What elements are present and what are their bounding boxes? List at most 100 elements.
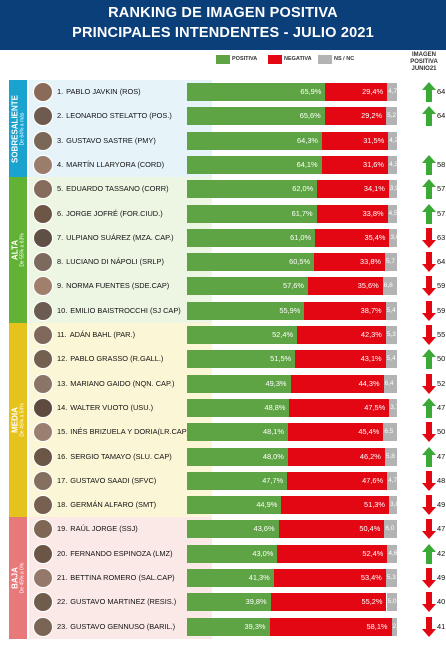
avatar [33,495,53,516]
mayor-name-text: WALTER VUOTO (USU.) [70,402,154,412]
nsnc-bar [387,155,397,174]
rank-number: 10. [57,305,68,315]
positive-value: 52,4% [272,330,294,339]
negative-value: 43,1% [360,354,382,364]
mayor-name: 13. MARIANO GAIDO (NQN. CAP.) [57,373,174,395]
negative-value: 46,2% [359,451,381,461]
band-name: MEDIA [10,407,20,434]
rank-number: 7. [57,232,64,242]
mayor-name: 3. GUSTAVO SASTRE (PMY) [57,130,156,152]
negative-value: 51,3% [364,500,385,510]
negative-bar [304,301,386,320]
legend-negative-label: NEGATIVA [284,56,312,62]
mayor-name-text: JORGE JOFRÉ (FOR.CIUD.) [66,208,163,218]
trend-down-icon [422,616,436,637]
mayor-name-text: ADÁN BAHL (PAR.) [69,330,136,339]
trend-down-icon [422,227,436,248]
june-value: 48,7% [437,475,446,485]
positive-bar [187,374,291,393]
row-label: 12. PABLO GRASSO (R.GALL.) [31,348,209,370]
negative-bar [297,326,386,344]
avatar [33,397,53,418]
negative-bar [287,447,385,466]
ranking-row: 1.PABLO JAVKIN (ROS) 65,9% 29,4% 4,7 64,… [31,81,446,103]
mayor-name-text: MARTÍN LLARYORA (CORD) [66,159,165,169]
nsnc-value: 4,5 [388,209,398,217]
nsnc-bar [385,301,397,320]
negative-bar [287,471,388,490]
rank-number: 1. [57,87,64,96]
negative-bar [270,593,387,612]
positive-value: 62,0% [292,184,314,194]
positive-value: 64,3% [297,135,319,145]
row-label: 8. LUCIANO DI NÁPOLI (SRLP) [31,251,209,273]
negative-bar [307,277,383,296]
nsnc-value: 5,4 [386,306,396,314]
band-sobresaliente: SOBRESALIENTE De 64% a más [9,80,29,178]
ranking-row: 6. JORGE JOFRÉ (FOR.CIUD.) 61,7% 33,8% 4,… [31,203,446,225]
ranking-row: 17. GUSTAVO SAADI (SFVC) 47,7% 47,6% 4,7 … [31,470,446,492]
avatar [33,227,53,248]
ranking-row: 18. GERMÁN ALFARO (SMT) 44,9% 51,3% 3,8 4… [31,494,446,516]
positive-bar [187,569,274,587]
nsnc-value: 3,7 [390,403,400,411]
mayor-name: 21. BETTINA ROMERO (SAL.CAP) [57,567,175,589]
mayor-name: 20. FERNANDO ESPINOZA (LMZ) [57,543,173,565]
negative-value: 29,2% [361,111,383,121]
rank-number: 14. [57,402,68,412]
mayor-name: 5. EDUARDO TASSANO (CORR) [57,178,169,200]
positive-value: 39,8% [245,597,267,607]
row-label: 5. EDUARDO TASSANO (CORR) [31,178,209,200]
mayor-name: 14. WALTER VUOTO (USU.) [57,397,153,419]
avatar [33,276,53,297]
ranking-row: 2. LEONARDO STELATTO (POS.) 65,6% 29,2% 5… [31,105,446,127]
band-baja: BAJA De 45% a 0% [9,517,29,639]
rank-number: 21. [57,573,68,582]
negative-value: 58,1% [366,621,388,631]
mayor-name: 4. MARTÍN LLARYORA (CORD) [57,154,164,176]
nsnc-value: 4,6 [388,549,398,557]
band-range: De 45% a 0% [19,562,26,594]
row-label: 21. BETTINA ROMERO (SAL.CAP) [31,567,209,589]
nsnc-bar [385,253,397,272]
band-label: ALTA De 55% a 63% [11,233,26,266]
positive-value: 41,3% [248,573,270,582]
negative-value: 33,8% [360,257,382,267]
negative-value: 38,7% [360,305,382,315]
positive-value: 60,5% [289,257,311,267]
row-label: 17. GUSTAVO SAADI (SFVC) [31,470,209,492]
positive-bar [187,544,278,563]
row-label: 13. MARIANO GAIDO (NQN. CAP.) [31,373,209,395]
row-label: 23. GUSTAVO GENNUSO (BARIL.) [31,616,209,638]
negative-value: 50,4% [359,524,381,534]
mayor-name: 6. JORGE JOFRÉ (FOR.CIUD.) [57,203,163,225]
mayor-name-text: FERNANDO ESPINOZA (LMZ) [70,548,173,558]
negative-bar [288,423,384,442]
ranking-row: 9. NORMA FUENTES (SDE.CAP) 57,6% 35,6% 6,… [31,275,446,297]
row-label: 1. PABLO JAVKIN (ROS) [31,81,209,103]
negative-value: 31,5% [363,135,385,145]
negative-bar [290,374,384,393]
row-label: 9. NORMA FUENTES (SDE.CAP) [31,275,209,297]
band-name: SOBRESALIENTE [10,94,20,163]
positive-bar [187,155,322,174]
positive-value: 49,3% [265,378,287,388]
june-value: 55,3% [437,330,446,339]
june-header-line2: POSITIVA [410,59,438,65]
avatar [33,470,53,491]
row-label: 10. EMILIO BAISTROCCHI (SJ CAP) [31,300,209,322]
positive-value: 48,8% [264,402,286,412]
rank-number: 12. [57,354,68,364]
positive-value: 51,5% [270,354,292,364]
avatar [33,422,53,443]
negative-value: 29,4% [362,87,384,96]
band-alta: ALTA De 55% a 63% [9,177,29,323]
mayor-name: 8. LUCIANO DI NÁPOLI (SRLP) [57,251,164,273]
mayor-name-text: MARIANO GAIDO (NQN. CAP.) [70,378,175,388]
row-label: 2. LEONARDO STELATTO (POS.) [31,105,209,127]
rank-number: 19. [57,524,68,534]
row-label: 16. SERGIO TAMAYO (SLU. CAP) [31,446,209,468]
trend-up-icon [422,154,436,175]
nsnc-value: 5,7 [386,258,396,266]
rank-number: 5. [57,184,64,194]
